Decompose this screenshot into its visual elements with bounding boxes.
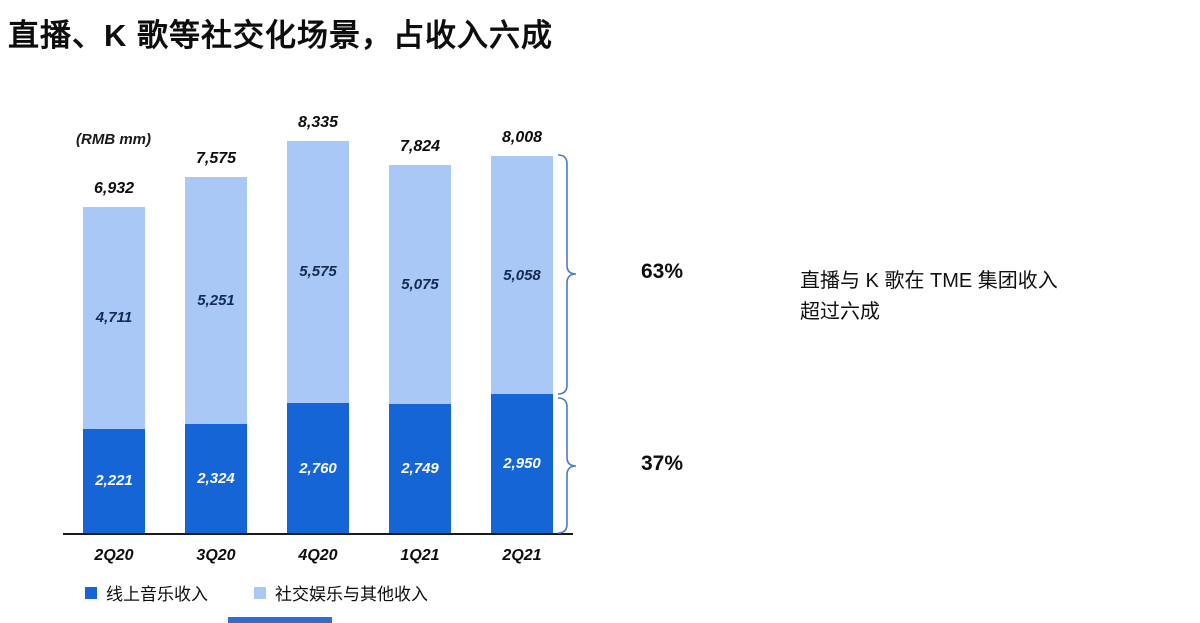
stacked-bar: 5,251 2,324 [185, 176, 247, 533]
stacked-bar: 5,575 2,760 [287, 140, 349, 533]
plot-area: 6,932 4,711 2,221 7,575 5,251 2,324 8,335 5,575… [63, 114, 573, 535]
category-row: 2Q20 3Q20 4Q20 1Q21 2Q21 [63, 547, 573, 565]
bar-segment-music: 2,760 [287, 403, 349, 533]
bar-segment-social: 5,058 [491, 156, 553, 395]
stacked-bar: 5,075 2,749 [389, 164, 451, 533]
annotation-note: 直播与 K 歌在 TME 集团收入 超过六成 [800, 266, 1160, 328]
total-label: 8,335 [297, 113, 339, 131]
total-label: 7,824 [399, 137, 441, 155]
bar-segment-music: 2,749 [389, 403, 451, 533]
category-label: 2Q20 [94, 547, 134, 564]
total-label: 7,575 [195, 149, 237, 167]
unit-label: (RMB mm) [76, 131, 151, 148]
share-label-music: 37% [641, 452, 684, 475]
legend-item-social: 社交娱乐与其他收入 [254, 580, 428, 605]
bar-segment-social: 5,251 [185, 176, 247, 424]
category-label: 2Q21 [502, 547, 542, 564]
bar-segment-music: 2,324 [185, 423, 247, 533]
bracket-bottom [557, 397, 577, 534]
bar-column: 7,824 5,075 2,749 [369, 138, 471, 533]
legend-label-online-music: 线上音乐收入 [106, 585, 208, 604]
legend-swatch-social [254, 586, 266, 599]
category-label: 3Q20 [196, 547, 236, 564]
bracket-annotations [557, 154, 577, 534]
category-label: 1Q21 [400, 547, 440, 564]
bracket-top [557, 154, 577, 395]
stacked-bar-chart: 6,932 4,711 2,221 7,575 5,251 2,324 8,335 5,575… [63, 114, 573, 565]
category-label: 4Q20 [298, 547, 338, 564]
annotation-note-line-1: 直播与 K 歌在 TME 集团收入 [800, 270, 1058, 292]
bar-column: 6,932 4,711 2,221 [63, 180, 165, 533]
stacked-bar: 4,711 2,221 [83, 206, 145, 533]
stacked-bar: 5,058 2,950 [491, 156, 553, 533]
legend-label-social: 社交娱乐与其他收入 [275, 585, 428, 604]
share-label-social: 63% [641, 260, 684, 283]
bar-segment-social: 5,575 [287, 140, 349, 404]
footer-accent-bar [228, 617, 332, 623]
bar-column: 8,335 5,575 2,760 [267, 114, 369, 533]
bar-column: 7,575 5,251 2,324 [165, 150, 267, 533]
total-label: 6,932 [93, 179, 135, 197]
bar-segment-social: 5,075 [389, 164, 451, 404]
legend-swatch-online-music [85, 586, 97, 599]
bar-column: 8,008 5,058 2,950 [471, 129, 573, 533]
bar-segment-music: 2,221 [83, 428, 145, 533]
bar-segment-social: 4,711 [83, 206, 145, 429]
annotation-note-line-2: 超过六成 [800, 301, 880, 323]
page-title: 直播、K 歌等社交化场景，占收入六成 [8, 18, 553, 53]
legend-item-online-music: 线上音乐收入 [85, 580, 208, 605]
bar-segment-music: 2,950 [491, 394, 553, 533]
chart-legend: 线上音乐收入 社交娱乐与其他收入 [85, 580, 428, 605]
total-label: 8,008 [501, 129, 543, 147]
